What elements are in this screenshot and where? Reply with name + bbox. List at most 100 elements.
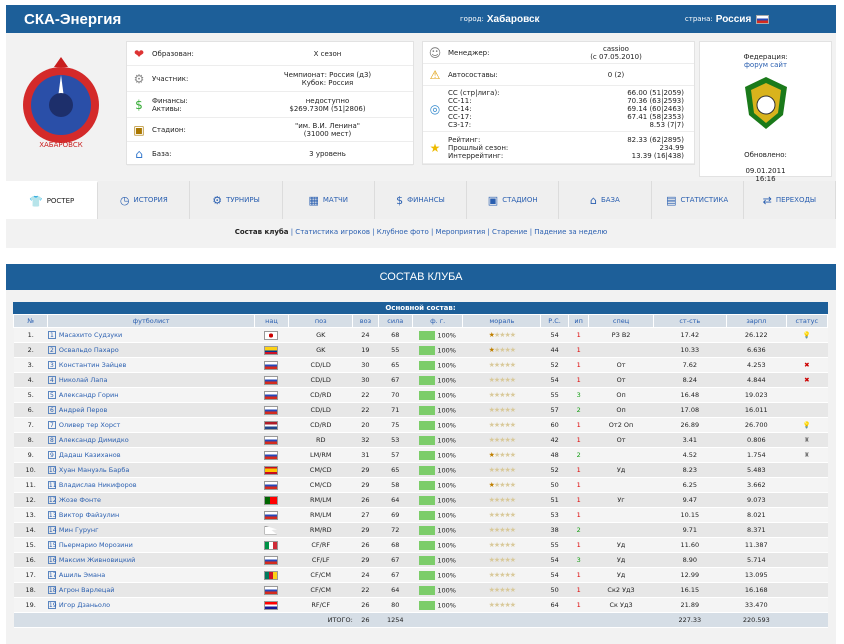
- player-name[interactable]: Мин Гурунг: [58, 526, 99, 534]
- table-row[interactable]: 3. 3 Константин Зайцев CD/LD 30 65 100% ★★★★★ 5…: [13, 357, 828, 373]
- col-header[interactable]: №: [12, 314, 49, 328]
- power: 80: [378, 597, 413, 613]
- col-header[interactable]: ип: [567, 314, 590, 328]
- player-name[interactable]: Жозе Фонте: [58, 496, 101, 504]
- specials: Уг: [588, 492, 654, 508]
- games: 1: [568, 372, 589, 388]
- col-header[interactable]: Р.С.: [540, 314, 569, 328]
- player-cell[interactable]: 16 Максим Живновицкий: [47, 552, 255, 568]
- table-row[interactable]: 15. 15 Пьермарио Морозини CF/RF 26 68 100% ★★★…: [13, 537, 828, 553]
- table-row[interactable]: 13. 13 Виктор Файзулин RM/LM 27 69 100% ★★★★★ 5…: [13, 507, 828, 523]
- tab-0[interactable]: 👕 ростер: [6, 181, 99, 219]
- player-cell[interactable]: 3 Константин Зайцев: [47, 357, 255, 373]
- shirt-number: 4: [47, 376, 56, 384]
- player-name[interactable]: Александр Димидко: [58, 436, 129, 444]
- table-row[interactable]: 16. 16 Максим Живновицкий CF/LF 29 67 100% ★★★…: [13, 552, 828, 568]
- tab-7[interactable]: ▤ статистика: [651, 181, 744, 219]
- sublink-active[interactable]: Состав клуба: [234, 228, 289, 236]
- player-cell[interactable]: 10 Хуан Мануэль Барба: [47, 462, 255, 478]
- table-row[interactable]: 9. 9 Дадаш Казиханов LM/RM 31 57 100% ★★★★★ 48 2…: [13, 447, 828, 463]
- specials: От: [588, 432, 654, 448]
- player-name[interactable]: Оливер тер Хорст: [58, 421, 121, 429]
- player-name[interactable]: Игор Дзаньоло: [58, 601, 111, 609]
- player-name[interactable]: Виктор Файзулин: [58, 511, 120, 519]
- player-name[interactable]: Ашиль Эмана: [58, 571, 106, 579]
- real-strength: 52: [540, 462, 569, 478]
- table-row[interactable]: 17. 17 Ашиль Эмана CF/CM 24 67 100% ★★★★★ 54 1 Уд…: [13, 567, 828, 583]
- col-header[interactable]: ст-сть: [652, 314, 728, 328]
- table-row[interactable]: 2. 2 Освальдо Пахаро GK 19 55 100% ★★★★★ 44 1 10.…: [13, 342, 828, 358]
- col-header[interactable]: ф. г.: [411, 314, 464, 328]
- info-key: Образован:: [152, 49, 194, 58]
- player-cell[interactable]: 13 Виктор Файзулин: [47, 507, 255, 523]
- form-cell: 100%: [412, 522, 463, 538]
- age: 29: [352, 522, 379, 538]
- player-name[interactable]: Максим Живновицкий: [58, 556, 136, 564]
- player-cell[interactable]: 5 Александр Горин: [47, 387, 255, 403]
- games: 1: [568, 417, 589, 433]
- row-number: 8.: [13, 432, 48, 448]
- player-cell[interactable]: 17 Ашиль Эмана: [47, 567, 255, 583]
- player-name[interactable]: Николай Лапа: [58, 376, 108, 384]
- status-cell: [786, 477, 828, 493]
- tab-8[interactable]: ⇄ переходы: [743, 181, 836, 219]
- nation-flag-icon: [264, 465, 279, 475]
- col-header[interactable]: поз: [288, 314, 354, 328]
- player-cell[interactable]: 14 Мин Гурунг: [47, 522, 255, 538]
- table-row[interactable]: 10. 10 Хуан Мануэль Барба CM/CD 29 65 100% ★★★…: [13, 462, 828, 478]
- table-row[interactable]: 1. 1 Масахито Судзуки GK 24 68 100% ★★★★★ 54 1 РЗ…: [13, 327, 828, 343]
- player-cell[interactable]: 2 Освальдо Пахаро: [47, 342, 255, 358]
- table-row[interactable]: 7. 7 Оливер тер Хорст CD/RD 20 75 100% ★★★★★ 60…: [13, 417, 828, 433]
- player-cell[interactable]: 15 Пьермарио Морозини: [47, 537, 255, 553]
- sublinks-others[interactable]: | Статистика игроков | Клубное фото | Ме…: [288, 228, 608, 236]
- col-header[interactable]: спец: [588, 314, 654, 328]
- table-row[interactable]: 18. 18 Агрон Варлецай CF/CM 22 64 100% ★★★★★ 50…: [13, 582, 828, 598]
- col-header[interactable]: сила: [377, 314, 413, 328]
- col-header[interactable]: статус: [785, 314, 829, 328]
- table-row[interactable]: 8. 8 Александр Димидко RD 32 53 100% ★★★★★ 42 1 О…: [13, 432, 828, 448]
- player-cell[interactable]: 11 Владислав Никифоров: [47, 477, 255, 493]
- tab-1[interactable]: ◷ история: [98, 181, 191, 219]
- table-row[interactable]: 5. 5 Александр Горин CD/RD 22 70 100% ★★★★★ 55 3…: [13, 387, 828, 403]
- tab-5[interactable]: ▣ стадион: [467, 181, 560, 219]
- power: 68: [378, 537, 413, 553]
- tab-6[interactable]: ⌂ база: [559, 181, 652, 219]
- player-name[interactable]: Агрон Варлецай: [58, 586, 115, 594]
- player-name[interactable]: Пьермарио Морозини: [58, 541, 133, 549]
- table-row[interactable]: 11. 11 Владислав Никифоров CM/CD 29 58 100% ★★…: [13, 477, 828, 493]
- col-header[interactable]: зарпл: [726, 314, 787, 328]
- col-header[interactable]: мораль: [462, 314, 542, 328]
- federation-links[interactable]: форум сайт: [743, 61, 788, 69]
- table-row[interactable]: 4. 4 Николай Лапа CD/LD 30 67 100% ★★★★★ 54 1 От 8…: [13, 372, 828, 388]
- player-name[interactable]: Владислав Никифоров: [58, 481, 137, 489]
- player-cell[interactable]: 12 Жозе Фонте: [47, 492, 255, 508]
- player-cell[interactable]: 6 Андрей Перов: [47, 402, 255, 418]
- player-name[interactable]: Освальдо Пахаро: [58, 346, 119, 354]
- player-cell[interactable]: 8 Александр Димидко: [47, 432, 255, 448]
- player-cell[interactable]: 9 Дадаш Казиханов: [47, 447, 255, 463]
- player-name[interactable]: Хуан Мануэль Барба: [58, 466, 130, 474]
- player-cell[interactable]: 1 Масахито Судзуки: [47, 327, 255, 343]
- player-name[interactable]: Масахито Судзуки: [58, 331, 123, 339]
- player-cell[interactable]: 4 Николай Лапа: [47, 372, 255, 388]
- player-cell[interactable]: 7 Оливер тер Хорст: [47, 417, 255, 433]
- tab-3[interactable]: ▦ матчи: [282, 181, 375, 219]
- col-header[interactable]: воз: [352, 314, 379, 328]
- tab-2[interactable]: ⚙ турниры: [190, 181, 283, 219]
- table-row[interactable]: 6. 6 Андрей Перов CD/LD 22 71 100% ★★★★★ 57 2 Оп 1…: [13, 402, 828, 418]
- player-name[interactable]: Дадаш Казиханов: [58, 451, 121, 459]
- player-name[interactable]: Константин Зайцев: [58, 361, 127, 369]
- player-name[interactable]: Андрей Перов: [58, 406, 108, 414]
- player-cell[interactable]: 19 Игор Дзаньоло: [47, 597, 255, 613]
- player-cell[interactable]: 18 Агрон Варлецай: [47, 582, 255, 598]
- col-header[interactable]: футболист: [47, 314, 255, 328]
- table-row[interactable]: 14. 14 Мин Гурунг RM/RD 29 72 100% ★★★★★ 38 2 9.7…: [13, 522, 828, 538]
- table-row[interactable]: 12. 12 Жозе Фонте RM/LM 26 64 100% ★★★★★ 51 1 Уг 9…: [13, 492, 828, 508]
- player-name[interactable]: Александр Горин: [58, 391, 119, 399]
- col-header[interactable]: нац: [253, 314, 290, 328]
- position: CF/CM: [288, 567, 353, 583]
- table-row[interactable]: 19. 19 Игор Дзаньоло RF/CF 26 80 100% ★★★★★ 64 1…: [13, 597, 828, 613]
- row-number: 7.: [13, 417, 48, 433]
- power: 67: [378, 372, 413, 388]
- tab-4[interactable]: $ финансы: [374, 181, 468, 219]
